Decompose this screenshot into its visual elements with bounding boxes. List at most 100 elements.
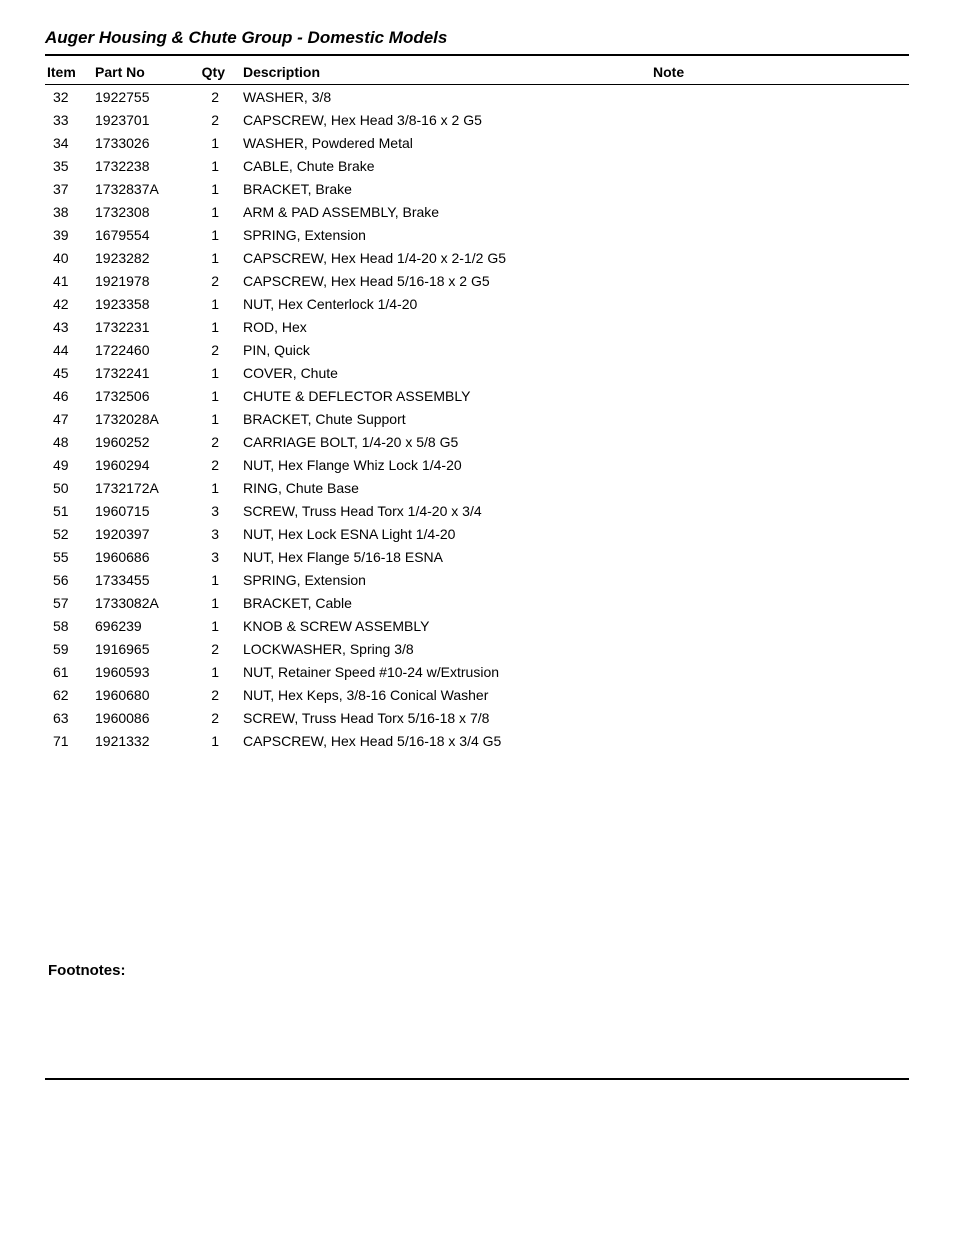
table-row: 3319237012CAPSCREW, Hex Head 3/8-16 x 2 … [45,108,909,131]
cell-description: NUT, Hex Flange 5/16-18 ESNA [243,545,653,568]
cell-note [653,407,909,430]
cell-description: BRACKET, Chute Support [243,407,653,430]
cell-note [653,361,909,384]
cell-qty: 2 [195,683,243,706]
cell-note [653,200,909,223]
cell-partno: 1960294 [95,453,195,476]
cell-description: CAPSCREW, Hex Head 1/4-20 x 2-1/2 G5 [243,246,653,269]
table-row: 4919602942NUT, Hex Flange Whiz Lock 1/4-… [45,453,909,476]
cell-partno: 1732308 [95,200,195,223]
title-rule [45,54,909,56]
col-header-qty: Qty [195,60,243,85]
table-row: 371732837A1BRACKET, Brake [45,177,909,200]
cell-description: CAPSCREW, Hex Head 5/16-18 x 2 G5 [243,269,653,292]
col-header-description: Description [243,60,653,85]
table-row: 5219203973NUT, Hex Lock ESNA Light 1/4-2… [45,522,909,545]
cell-note [653,131,909,154]
cell-qty: 2 [195,637,243,660]
cell-partno: 1921978 [95,269,195,292]
cell-description: KNOB & SCREW ASSEMBLY [243,614,653,637]
footnotes-label: Footnotes: [48,962,125,979]
cell-qty: 1 [195,384,243,407]
cell-qty: 1 [195,246,243,269]
table-row: 501732172A1RING, Chute Base [45,476,909,499]
cell-qty: 2 [195,338,243,361]
table-row: 4819602522CARRIAGE BOLT, 1/4-20 x 5/8 G5 [45,430,909,453]
cell-partno: 1679554 [95,223,195,246]
cell-item: 42 [45,292,95,315]
cell-qty: 2 [195,85,243,109]
cell-item: 35 [45,154,95,177]
cell-note [653,499,909,522]
cell-qty: 1 [195,177,243,200]
cell-item: 39 [45,223,95,246]
cell-partno: 1960252 [95,430,195,453]
cell-description: WASHER, Powdered Metal [243,131,653,154]
table-row: 5919169652LOCKWASHER, Spring 3/8 [45,637,909,660]
cell-description: NUT, Hex Centerlock 1/4-20 [243,292,653,315]
cell-description: ROD, Hex [243,315,653,338]
cell-partno: 1960686 [95,545,195,568]
cell-item: 71 [45,729,95,752]
cell-note [653,108,909,131]
table-row: 471732028A1BRACKET, Chute Support [45,407,909,430]
cell-item: 38 [45,200,95,223]
cell-partno: 1722460 [95,338,195,361]
table-row: 4417224602PIN, Quick [45,338,909,361]
cell-qty: 1 [195,154,243,177]
cell-qty: 1 [195,660,243,683]
cell-item: 51 [45,499,95,522]
cell-partno: 1960680 [95,683,195,706]
cell-description: PIN, Quick [243,338,653,361]
cell-description: BRACKET, Brake [243,177,653,200]
table-row: 4219233581NUT, Hex Centerlock 1/4-20 [45,292,909,315]
cell-partno: 1923358 [95,292,195,315]
table-body: 3219227552WASHER, 3/83319237012CAPSCREW,… [45,85,909,753]
cell-description: SCREW, Truss Head Torx 5/16-18 x 7/8 [243,706,653,729]
cell-item: 52 [45,522,95,545]
cell-description: NUT, Hex Keps, 3/8-16 Conical Washer [243,683,653,706]
cell-description: COVER, Chute [243,361,653,384]
cell-description: WASHER, 3/8 [243,85,653,109]
cell-qty: 3 [195,522,243,545]
cell-note [653,729,909,752]
cell-item: 62 [45,683,95,706]
cell-partno: 1732238 [95,154,195,177]
cell-partno: 1921332 [95,729,195,752]
cell-item: 56 [45,568,95,591]
cell-description: ARM & PAD ASSEMBLY, Brake [243,200,653,223]
cell-partno: 1922755 [95,85,195,109]
cell-note [653,683,909,706]
cell-item: 45 [45,361,95,384]
cell-item: 47 [45,407,95,430]
cell-qty: 1 [195,131,243,154]
table-row: 3219227552WASHER, 3/8 [45,85,909,109]
cell-item: 48 [45,430,95,453]
table-row: 3517322381CABLE, Chute Brake [45,154,909,177]
table-row: 586962391KNOB & SCREW ASSEMBLY [45,614,909,637]
table-row: 6119605931NUT, Retainer Speed #10-24 w/E… [45,660,909,683]
cell-note [653,315,909,338]
col-header-item: Item [45,60,95,85]
cell-partno: 1923282 [95,246,195,269]
col-header-partno: Part No [95,60,195,85]
cell-note [653,706,909,729]
cell-qty: 1 [195,361,243,384]
cell-qty: 1 [195,315,243,338]
cell-note [653,637,909,660]
cell-note [653,85,909,109]
cell-qty: 2 [195,453,243,476]
cell-note [653,614,909,637]
cell-note [653,430,909,453]
cell-partno: 1732837A [95,177,195,200]
cell-description: CAPSCREW, Hex Head 3/8-16 x 2 G5 [243,108,653,131]
cell-qty: 1 [195,614,243,637]
col-header-note: Note [653,60,909,85]
table-row: 3817323081ARM & PAD ASSEMBLY, Brake [45,200,909,223]
table-row: 3417330261WASHER, Powdered Metal [45,131,909,154]
table-row: 4119219782CAPSCREW, Hex Head 5/16-18 x 2… [45,269,909,292]
cell-partno: 1733082A [95,591,195,614]
cell-description: CHUTE & DEFLECTOR ASSEMBLY [243,384,653,407]
cell-note [653,660,909,683]
cell-item: 57 [45,591,95,614]
